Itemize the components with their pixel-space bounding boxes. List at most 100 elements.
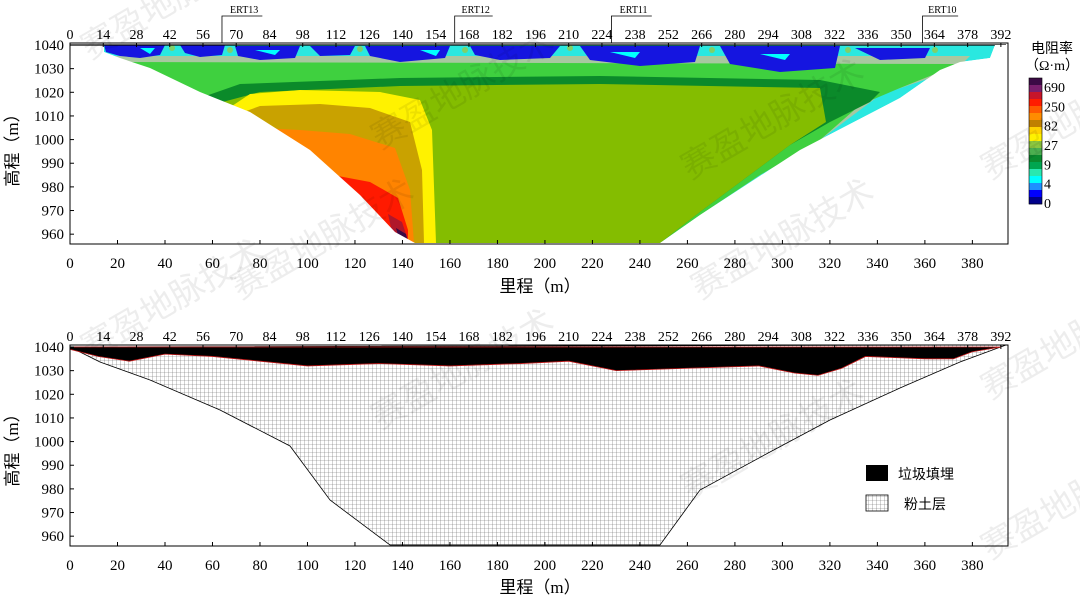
top-tick-label: 210 — [558, 28, 579, 43]
top-tick-label: 238 — [625, 28, 646, 43]
legend-swatch-landfill — [866, 465, 888, 481]
resistivity-section: ERT13 ERT12 ERT11 ERT10 0 14 28 42 56 70 84 98 112 1… — [3, 5, 1079, 296]
colorbar-tick-label: 250 — [1044, 100, 1065, 115]
blank-right — [660, 45, 1007, 243]
ert-label: ERT11 — [620, 5, 648, 16]
x-tick-label: 200 — [534, 558, 557, 574]
x-tick-label: 240 — [629, 256, 652, 272]
ert-bracket — [454, 15, 493, 43]
x-tick-label: 240 — [629, 558, 652, 574]
colorbar-swatch — [1029, 190, 1042, 198]
top-tick-label: 182 — [492, 330, 513, 345]
top-tick-label: 70 — [229, 28, 243, 43]
top-tick-label: 0 — [67, 28, 74, 43]
legend-swatch-silt — [865, 494, 889, 512]
y-tick-label: 1040 — [34, 38, 64, 54]
y-tick-label: 970 — [42, 506, 65, 522]
y-tick-label: 990 — [42, 156, 65, 172]
y-tick-label: 1030 — [34, 364, 64, 380]
x-tick-label: 120 — [344, 558, 367, 574]
top-tick-label: 392 — [990, 330, 1011, 345]
top-tick-label: 140 — [392, 28, 413, 43]
top-tick-label: 266 — [691, 330, 712, 345]
ert-label: ERT12 — [462, 5, 490, 16]
legend-label-landfill: 垃圾填埋 — [898, 467, 954, 483]
interpretation-section: 0 14 28 42 56 70 84 98 112 126 140 154 168 182 196 210 2… — [3, 330, 1011, 597]
colorbar-swatch — [1029, 148, 1042, 156]
colorbar-swatch — [1029, 85, 1042, 93]
top-tick-label: 336 — [857, 330, 878, 345]
colorbar-swatch — [1029, 162, 1042, 170]
colorbar-tick-label: 690 — [1044, 81, 1065, 96]
y-tick-label: 960 — [42, 227, 65, 243]
top-tick-label: 308 — [791, 28, 812, 43]
top-tick-label: 280 — [724, 330, 745, 345]
x-tick-label: 140 — [391, 558, 414, 574]
x-axis-ticks-top-panel: 0 20 40 60 80 100 120 140 160 180 200 220 240 260 280 3… — [66, 240, 984, 272]
colorbar-swatch — [1029, 155, 1042, 163]
x-tick-label: 300 — [771, 256, 794, 272]
y-tick-label: 970 — [42, 204, 65, 220]
x-axis-label-bottom: 里程（m） — [499, 578, 580, 597]
top-tick-label: 84 — [262, 330, 276, 345]
colorbar-tick-label: 0 — [1044, 197, 1051, 212]
top-tick-label: 266 — [691, 28, 712, 43]
colorbar-tick-label: 4 — [1044, 178, 1051, 193]
x-tick-label: 380 — [961, 558, 984, 574]
x-tick-label: 140 — [391, 256, 414, 272]
colorbar-swatch — [1029, 120, 1042, 128]
y-axis-ticks-top-panel: 1040 1030 1020 1010 1000 990 980 970 960 — [34, 38, 74, 243]
top-tick-label: 56 — [196, 330, 210, 345]
x-tick-label: 260 — [676, 256, 699, 272]
y-tick-label: 1010 — [34, 411, 64, 427]
y-axis-label-top: 高程（m） — [3, 105, 22, 186]
top-tick-label: 252 — [658, 330, 679, 345]
top-tick-label: 168 — [458, 330, 479, 345]
y-tick-label: 1020 — [34, 85, 64, 101]
y-tick-label: 1000 — [34, 133, 64, 149]
y-tick-label: 990 — [42, 458, 65, 474]
top-tick-label: 196 — [525, 330, 546, 345]
top-tick-label: 294 — [758, 330, 779, 345]
top-tick-label: 0 — [67, 330, 74, 345]
top-tick-label: 70 — [229, 330, 243, 345]
top-tick-label: 210 — [558, 330, 579, 345]
top-tick-label: 56 — [196, 28, 210, 43]
top-tick-label: 98 — [296, 28, 310, 43]
x-tick-label: 120 — [344, 256, 367, 272]
top-tick-label: 378 — [957, 330, 978, 345]
top-tick-label: 28 — [129, 330, 143, 345]
top-tick-label: 42 — [163, 330, 177, 345]
x-tick-label: 360 — [914, 558, 937, 574]
top-tick-label: 392 — [990, 28, 1011, 43]
top-tick-label: 238 — [625, 330, 646, 345]
x-tick-label: 40 — [157, 558, 172, 574]
top-tick-label: 168 — [458, 28, 479, 43]
top-tick-label: 378 — [957, 28, 978, 43]
colorbar-swatch — [1029, 92, 1042, 100]
top-tick-label: 154 — [425, 330, 446, 345]
x-tick-label: 80 — [252, 558, 267, 574]
top-tick-label: 182 — [492, 28, 513, 43]
top-tick-label: 154 — [425, 28, 446, 43]
top-axis-ticks: 0 14 28 42 56 70 84 98 112 126 140 154 168 182 196 210 2… — [67, 28, 1011, 47]
y-axis-label-bottom: 高程（m） — [3, 405, 22, 486]
x-tick-label: 200 — [534, 256, 557, 272]
top-tick-label: 112 — [326, 28, 346, 43]
top-axis-ticks-bottom: 0 14 28 42 56 70 84 98 112 126 140 154 168 182 196 210 2… — [67, 330, 1011, 349]
surface-cyan-pockets — [140, 48, 790, 60]
ert-label: ERT13 — [230, 5, 258, 16]
silt-layer — [70, 345, 1007, 546]
colorbar-swatch — [1029, 183, 1042, 191]
x-tick-label: 280 — [724, 558, 747, 574]
y-tick-label: 1040 — [34, 340, 64, 356]
x-tick-label: 180 — [486, 256, 509, 272]
top-tick-label: 280 — [724, 28, 745, 43]
colorbar-swatch — [1029, 141, 1042, 149]
top-tick-label: 224 — [591, 330, 612, 345]
colorbar-tick-label: 82 — [1044, 120, 1058, 135]
x-tick-label: 360 — [914, 256, 937, 272]
top-tick-label: 28 — [129, 28, 143, 43]
x-tick-label: 40 — [157, 256, 172, 272]
top-tick-label: 294 — [758, 28, 779, 43]
